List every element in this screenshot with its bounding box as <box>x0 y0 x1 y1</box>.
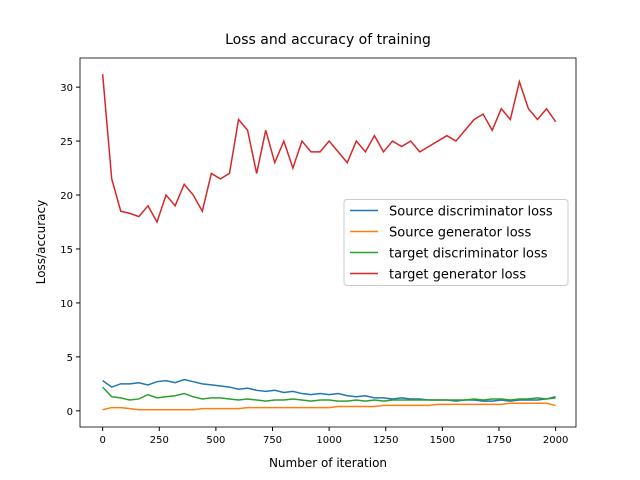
chart-title: Loss and accuracy of training <box>225 32 431 48</box>
y-axis-label: Loss/accuracy <box>34 200 48 285</box>
y-tick-label: 10 <box>60 299 73 310</box>
y-tick-label: 5 <box>67 353 73 364</box>
line-series <box>101 74 557 224</box>
y-tick-label: 30 <box>60 83 73 94</box>
x-tick-label: 750 <box>263 435 282 446</box>
x-tick-label: 1750 <box>486 435 511 446</box>
plot-frame <box>79 57 577 428</box>
x-tick-label: 1250 <box>373 435 398 446</box>
y-tick-label: 15 <box>60 245 73 256</box>
x-tick-label: 2000 <box>543 435 568 446</box>
x-tick-label: 1000 <box>316 435 341 446</box>
legend-label: Source generator loss <box>389 226 531 241</box>
x-axis-label: Number of iteration <box>269 456 387 470</box>
legend-label: target generator loss <box>389 268 526 283</box>
line-series <box>102 378 556 402</box>
line-series <box>102 386 556 402</box>
legend-label: target discriminator loss <box>389 247 548 262</box>
legend-box <box>343 199 569 286</box>
x-tick-label: 0 <box>99 435 105 446</box>
x-tick-label: 250 <box>150 435 169 446</box>
x-tick-label: 500 <box>206 435 225 446</box>
y-tick-label: 20 <box>60 191 73 202</box>
legend-label: Source discriminator loss <box>389 205 553 220</box>
x-tick-label: 1500 <box>430 435 455 446</box>
y-tick-label: 0 <box>67 407 73 418</box>
line-series <box>102 402 556 411</box>
y-tick-label: 25 <box>60 137 73 148</box>
